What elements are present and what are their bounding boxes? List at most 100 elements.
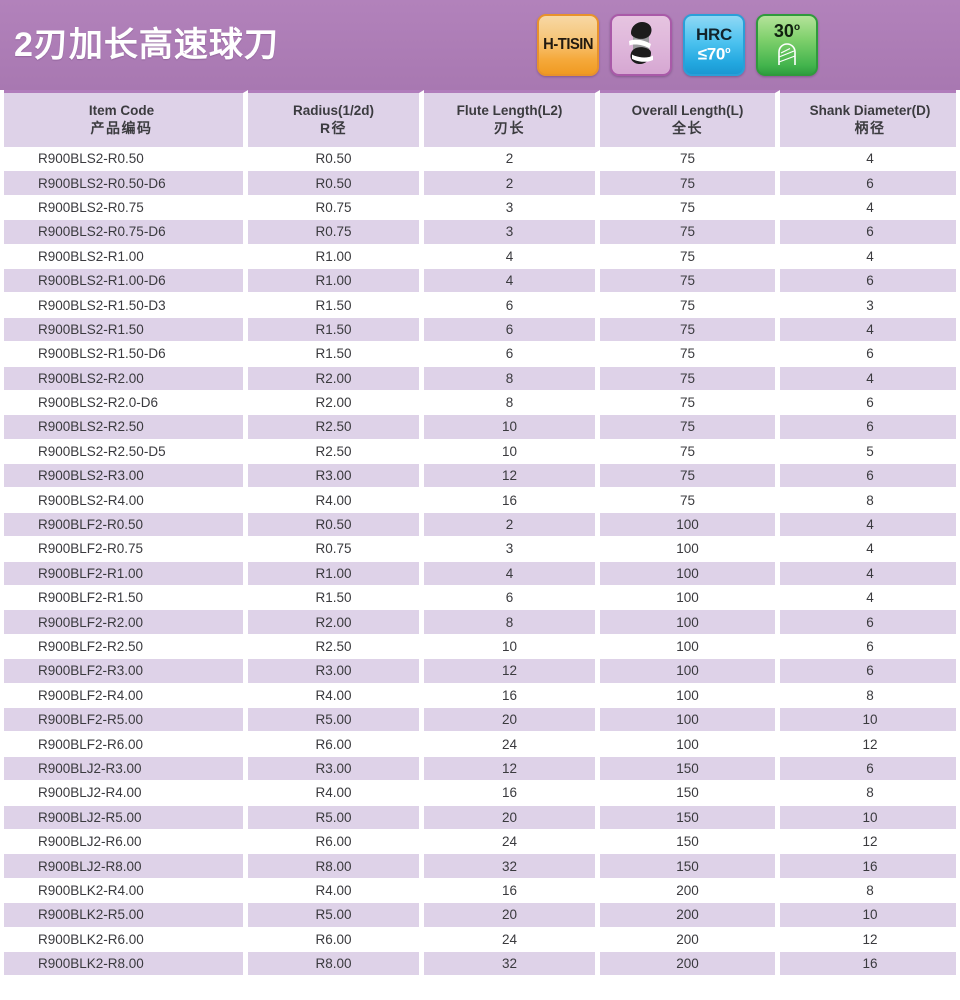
cell-overall-length: 75 — [600, 488, 780, 513]
column-header-shank-diameter: Shank Diameter(D) 柄径 — [780, 90, 960, 147]
cell-overall-length: 75 — [600, 293, 780, 318]
cell-overall-length: 100 — [600, 659, 780, 684]
cell-item-code: R900BLS2-R3.00 — [0, 464, 248, 489]
cell-item-code: R900BLS2-R1.50-D3 — [0, 293, 248, 318]
cell-overall-length: 75 — [600, 244, 780, 269]
cell-radius: R4.00 — [248, 488, 424, 513]
cell-shank-diameter: 12 — [780, 829, 960, 855]
cell-item-code: R900BLS2-R2.00 — [0, 366, 248, 391]
table-row: R900BLF2-R0.50 R0.50 2 100 4 — [0, 512, 960, 538]
cell-radius: R6.00 — [248, 732, 424, 757]
cell-radius: R1.50 — [248, 317, 424, 343]
cell-flute-length: 4 — [424, 244, 600, 269]
table-row: R900BLS2-R0.75-D6 R0.75 3 75 6 — [0, 220, 960, 245]
cell-item-code: R900BLF2-R1.00 — [0, 561, 248, 587]
cell-shank-diameter: 6 — [780, 268, 960, 294]
cell-item-code: R900BLF2-R2.00 — [0, 610, 248, 635]
cell-item-code: R900BLF2-R2.50 — [0, 634, 248, 660]
cell-radius: R1.50 — [248, 293, 424, 318]
cell-radius: R1.00 — [248, 561, 424, 587]
cell-flute-length: 12 — [424, 464, 600, 489]
cell-overall-length: 150 — [600, 756, 780, 782]
cell-shank-diameter: 4 — [780, 317, 960, 343]
cell-radius: R6.00 — [248, 927, 424, 952]
cell-overall-length: 75 — [600, 415, 780, 440]
cell-shank-diameter: 16 — [780, 854, 960, 879]
cell-overall-length: 150 — [600, 781, 780, 806]
ball-nose-helix-icon — [774, 40, 800, 71]
cell-flute-length: 32 — [424, 951, 600, 977]
cell-overall-length: 200 — [600, 878, 780, 904]
page-edge-left — [0, 90, 4, 1000]
cell-flute-length: 12 — [424, 756, 600, 782]
column-header-flute-length: Flute Length(L2) 刃长 — [424, 90, 600, 147]
table-row: R900BLF2-R1.00 R1.00 4 100 4 — [0, 561, 960, 587]
cell-item-code: R900BLK2-R8.00 — [0, 951, 248, 977]
page-header: 2刃加长高速球刀 H-TISIN — [0, 0, 960, 90]
cell-radius: R2.50 — [248, 439, 424, 465]
cell-radius: R0.50 — [248, 147, 424, 172]
cell-item-code: R900BLF2-R3.00 — [0, 659, 248, 684]
cell-item-code: R900BLS2-R0.75 — [0, 195, 248, 221]
cell-shank-diameter: 4 — [780, 195, 960, 221]
cell-shank-diameter: 10 — [780, 707, 960, 733]
cell-shank-diameter: 6 — [780, 659, 960, 684]
cell-overall-length: 150 — [600, 854, 780, 879]
table-row: R900BLS2-R0.50-D6 R0.50 2 75 6 — [0, 171, 960, 196]
cell-radius: R2.50 — [248, 634, 424, 660]
cell-overall-length: 75 — [600, 268, 780, 294]
flute-count-badge — [610, 14, 672, 76]
cell-item-code: R900BLJ2-R5.00 — [0, 805, 248, 830]
page-edge-right — [956, 90, 960, 1000]
cell-flute-length: 3 — [424, 195, 600, 221]
table-row: R900BLK2-R6.00 R6.00 24 200 12 — [0, 927, 960, 952]
table-row: R900BLS2-R2.0-D6 R2.00 8 75 6 — [0, 390, 960, 416]
cell-overall-length: 75 — [600, 366, 780, 391]
table-row: R900BLK2-R8.00 R8.00 32 200 16 — [0, 951, 960, 977]
cell-item-code: R900BLK2-R6.00 — [0, 927, 248, 952]
cell-overall-length: 200 — [600, 951, 780, 977]
cell-overall-length: 100 — [600, 561, 780, 587]
table-row: R900BLJ2-R6.00 R6.00 24 150 12 — [0, 829, 960, 855]
cell-shank-diameter: 4 — [780, 366, 960, 391]
table-row: R900BLF2-R1.50 R1.50 6 100 4 — [0, 586, 960, 611]
page-title: 2刃加长高速球刀 — [14, 26, 279, 64]
cell-radius: R5.00 — [248, 707, 424, 733]
cell-overall-length: 100 — [600, 537, 780, 562]
cell-flute-length: 16 — [424, 781, 600, 806]
table-row: R900BLS2-R1.00 R1.00 4 75 4 — [0, 244, 960, 269]
table-row: R900BLF2-R4.00 R4.00 16 100 8 — [0, 683, 960, 708]
cell-shank-diameter: 6 — [780, 756, 960, 782]
hardness-badge-value: ≤70o — [697, 44, 731, 64]
cell-overall-length: 75 — [600, 317, 780, 343]
cell-radius: R3.00 — [248, 464, 424, 489]
cell-shank-diameter: 6 — [780, 464, 960, 489]
table-body: R900BLS2-R0.50 R0.50 2 75 4 R900BLS2-R0.50-D6… — [0, 147, 960, 977]
table-row: R900BLJ2-R4.00 R4.00 16 150 8 — [0, 781, 960, 806]
table-row: R900BLF2-R3.00 R3.00 12 100 6 — [0, 659, 960, 684]
cell-radius: R0.75 — [248, 537, 424, 562]
hardness-badge: HRC ≤70o — [683, 14, 745, 76]
cell-overall-length: 75 — [600, 390, 780, 416]
cell-item-code: R900BLS2-R0.50-D6 — [0, 171, 248, 196]
cell-overall-length: 75 — [600, 220, 780, 245]
cell-shank-diameter: 8 — [780, 781, 960, 806]
cell-shank-diameter: 10 — [780, 903, 960, 928]
cell-shank-diameter: 8 — [780, 683, 960, 708]
cell-shank-diameter: 4 — [780, 586, 960, 611]
cell-radius: R1.00 — [248, 268, 424, 294]
cell-radius: R8.00 — [248, 951, 424, 977]
cell-item-code: R900BLK2-R5.00 — [0, 903, 248, 928]
feature-badge-group: H-TISIN HRC ≤70o — [537, 14, 818, 76]
cell-radius: R1.00 — [248, 244, 424, 269]
table-row: R900BLS2-R0.50 R0.50 2 75 4 — [0, 147, 960, 172]
cell-radius: R2.00 — [248, 610, 424, 635]
cell-overall-length: 150 — [600, 829, 780, 855]
cell-flute-length: 4 — [424, 268, 600, 294]
cell-shank-diameter: 16 — [780, 951, 960, 977]
cell-flute-length: 2 — [424, 512, 600, 538]
cell-item-code: R900BLS2-R1.00-D6 — [0, 268, 248, 294]
cell-shank-diameter: 6 — [780, 342, 960, 367]
cell-flute-length: 16 — [424, 878, 600, 904]
table-row: R900BLS2-R1.50-D6 R1.50 6 75 6 — [0, 342, 960, 367]
